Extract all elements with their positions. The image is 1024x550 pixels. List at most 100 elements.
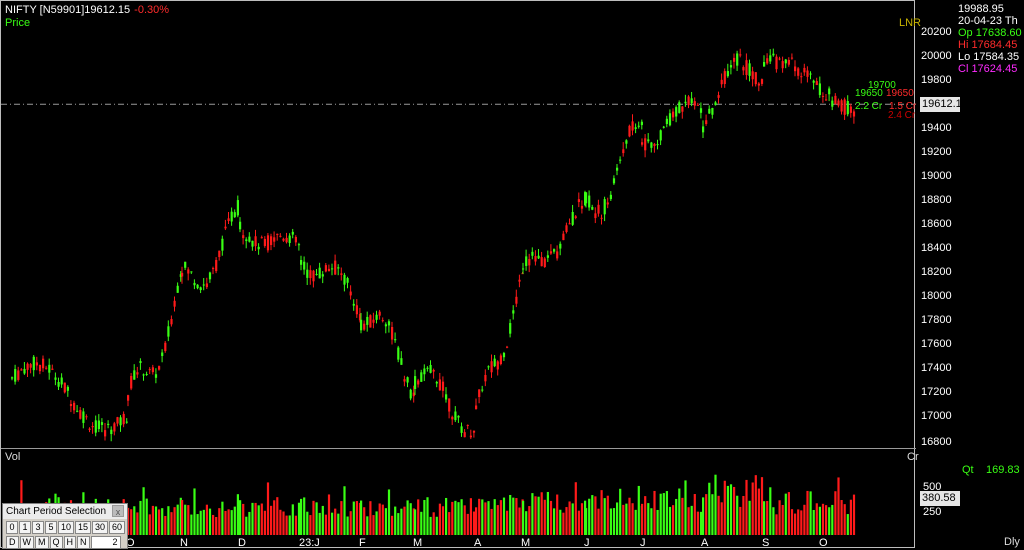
info-low: Lo 17584.35 xyxy=(958,51,1020,63)
candle-body xyxy=(812,80,815,83)
volume-bar xyxy=(849,499,852,535)
period-weekly-button[interactable]: W xyxy=(19,536,34,549)
price-tick: 16800 xyxy=(921,436,952,448)
candle-body xyxy=(142,374,145,376)
volume-bar xyxy=(212,514,215,535)
volume-bar xyxy=(173,507,176,535)
volume-tick: 250 xyxy=(923,506,942,518)
volume-bar xyxy=(525,511,528,535)
level-green: 19650 xyxy=(855,88,883,99)
period-5-button[interactable]: 5 xyxy=(45,521,57,534)
candle-body xyxy=(846,101,849,115)
volume-bar xyxy=(739,506,742,535)
period-15-button[interactable]: 15 xyxy=(75,521,92,534)
volume-bar xyxy=(766,500,769,535)
volume-bar xyxy=(600,490,603,535)
period-1-button[interactable]: 1 xyxy=(19,521,31,534)
period-10-button[interactable]: 10 xyxy=(58,521,75,534)
candle-body xyxy=(378,311,381,316)
vol-label-green: 2.2 Cr xyxy=(855,101,883,112)
candle-body xyxy=(463,432,466,438)
candle-body xyxy=(831,100,834,107)
candle-body xyxy=(606,202,609,205)
volume-bar xyxy=(625,503,628,535)
volume-bar xyxy=(803,504,806,535)
candle-body xyxy=(616,167,619,171)
period-3-button[interactable]: 3 xyxy=(32,521,44,534)
candle-body xyxy=(239,221,242,230)
period-quarterly-button[interactable]: Q xyxy=(49,536,63,549)
candle-body xyxy=(318,267,321,279)
period-60-button[interactable]: 60 xyxy=(109,521,126,534)
chart-frame[interactable]: NIFTY [N59901]19612.15 -0.30% Price LNR V… xyxy=(0,0,921,549)
candle-body xyxy=(628,125,631,137)
candle-body xyxy=(236,200,239,216)
volume-bar xyxy=(469,498,472,535)
candle-body xyxy=(391,327,394,340)
volume-bar xyxy=(343,486,346,535)
candle-body xyxy=(66,386,69,391)
period-monthly-button[interactable]: M xyxy=(35,536,49,549)
volume-bar xyxy=(321,505,324,535)
candle-body xyxy=(435,381,438,384)
interval-label[interactable]: Dly xyxy=(1004,536,1020,548)
level-red: 19650 xyxy=(886,88,914,99)
candle-body xyxy=(372,319,375,323)
candle-body xyxy=(266,235,270,251)
candle-body xyxy=(481,389,484,391)
pane-divider[interactable] xyxy=(1,448,916,449)
period-30-button[interactable]: 30 xyxy=(92,521,109,534)
volume-bar xyxy=(580,503,584,535)
volume-bar xyxy=(239,500,242,535)
volume-bar xyxy=(484,502,487,535)
info-date: 20-04-23 Th xyxy=(958,15,1018,27)
volume-chart[interactable] xyxy=(1,1,916,549)
period-panel-title[interactable]: Chart Period Selection x xyxy=(3,504,127,519)
volume-bar xyxy=(577,510,580,535)
candle-body xyxy=(384,324,387,327)
candle-body xyxy=(306,269,309,278)
volume-bar xyxy=(778,500,781,535)
candle-body xyxy=(426,367,429,369)
volume-bar xyxy=(784,493,787,535)
candle-body xyxy=(294,236,297,243)
volume-bar xyxy=(828,507,831,535)
period-halfyear-button[interactable]: H xyxy=(63,536,77,549)
candle-body xyxy=(574,216,577,218)
chart-period-panel[interactable]: Chart Period Selection x 0 1 3 5 10 15 3… xyxy=(2,503,128,549)
price-chart[interactable] xyxy=(1,1,916,449)
volume-bar xyxy=(438,503,441,535)
close-button[interactable]: x xyxy=(112,505,124,517)
volume-bar xyxy=(693,494,696,535)
volume-bar xyxy=(394,506,397,535)
candle-body xyxy=(63,382,66,393)
volume-bar xyxy=(254,502,257,535)
candle-body xyxy=(585,192,588,204)
candle-body xyxy=(360,319,363,331)
candle-body xyxy=(412,392,415,397)
candle-body xyxy=(205,283,208,288)
volume-bar xyxy=(512,497,515,535)
volume-bar xyxy=(282,511,285,535)
volume-bar xyxy=(714,474,717,535)
candle-body xyxy=(681,106,684,112)
candle-body xyxy=(340,273,343,275)
candle-body xyxy=(403,379,406,382)
candle-body xyxy=(687,96,690,106)
period-0-button[interactable]: 0 xyxy=(6,521,18,534)
candle-body xyxy=(251,240,254,247)
candle-body xyxy=(110,429,113,435)
volume-bar xyxy=(315,502,318,535)
volume-bar xyxy=(139,500,142,535)
candle-body xyxy=(79,409,82,419)
period-n-button[interactable]: N xyxy=(77,536,90,549)
period-daily-button[interactable]: D xyxy=(6,536,19,549)
candle-body xyxy=(127,395,130,401)
candle-body xyxy=(441,381,445,391)
candle-body xyxy=(11,377,14,379)
candle-body xyxy=(729,65,733,68)
candle-body xyxy=(69,404,73,407)
candle-body xyxy=(553,249,556,252)
last-price: 19612.15 xyxy=(84,4,131,16)
period-count-input[interactable]: 2 xyxy=(90,536,121,549)
